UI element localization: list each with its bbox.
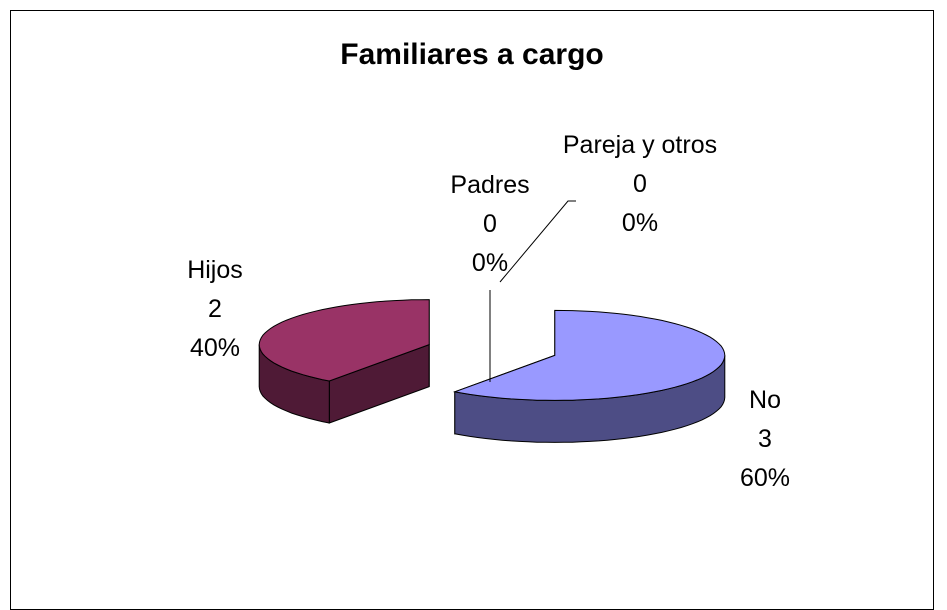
data-label: No 3 60% bbox=[705, 381, 825, 498]
label-line: No bbox=[749, 386, 781, 414]
chart-title: Familiares a cargo bbox=[340, 38, 604, 71]
data-label: Pareja y otros 0 0% bbox=[560, 126, 720, 243]
label-line: 0 bbox=[633, 170, 647, 198]
label-line: 0% bbox=[621, 209, 659, 237]
label-line: Pareja y otros bbox=[562, 131, 718, 159]
label-line: Hijos bbox=[187, 256, 243, 284]
label-line: 60% bbox=[739, 464, 791, 492]
leader-line bbox=[499, 200, 576, 283]
page: Familiares a cargo (() => { const data =… bbox=[10, 10, 934, 610]
label-line: Padres bbox=[450, 171, 530, 199]
label-line: 40% bbox=[189, 334, 241, 362]
data-label: Padres 0 0% bbox=[420, 166, 560, 283]
data-label: Hijos 2 40% bbox=[150, 251, 280, 368]
label-line: 2 bbox=[208, 295, 222, 323]
label-line: 3 bbox=[758, 425, 772, 453]
pie-slice bbox=[452, 309, 726, 401]
label-line: 0% bbox=[471, 249, 509, 277]
pie-area bbox=[258, 200, 726, 443]
pie-slice bbox=[258, 299, 430, 382]
label-line: 0 bbox=[483, 210, 497, 238]
